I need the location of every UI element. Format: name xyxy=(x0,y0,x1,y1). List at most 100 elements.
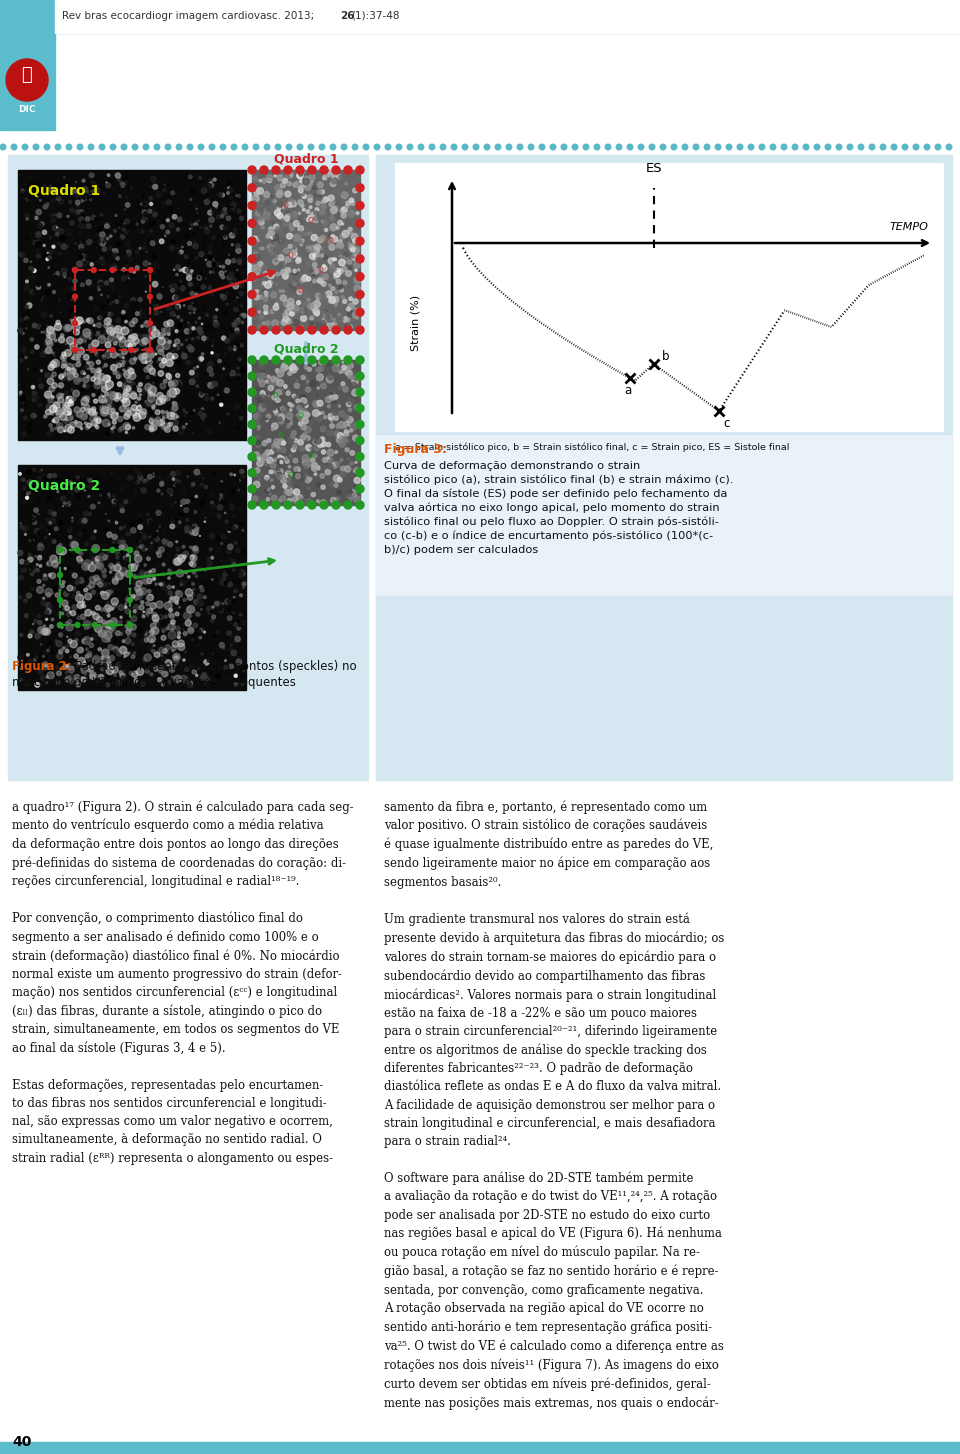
Circle shape xyxy=(276,227,281,233)
Circle shape xyxy=(208,286,211,289)
Circle shape xyxy=(152,650,156,653)
Circle shape xyxy=(329,417,331,420)
Circle shape xyxy=(31,573,34,576)
Circle shape xyxy=(102,648,108,657)
Circle shape xyxy=(81,667,83,670)
Circle shape xyxy=(42,662,48,667)
Circle shape xyxy=(47,378,54,385)
Circle shape xyxy=(202,409,204,410)
Circle shape xyxy=(266,419,268,422)
Circle shape xyxy=(159,334,163,339)
Circle shape xyxy=(242,272,243,273)
Circle shape xyxy=(164,586,169,590)
Circle shape xyxy=(195,566,199,570)
Circle shape xyxy=(163,625,168,631)
Circle shape xyxy=(46,332,50,336)
Circle shape xyxy=(207,246,211,250)
Circle shape xyxy=(29,569,31,570)
Circle shape xyxy=(222,646,225,648)
Circle shape xyxy=(281,441,285,445)
Circle shape xyxy=(176,265,180,269)
Circle shape xyxy=(300,243,302,246)
Circle shape xyxy=(98,647,102,651)
Circle shape xyxy=(291,448,296,452)
Circle shape xyxy=(65,650,69,653)
Circle shape xyxy=(80,605,83,608)
Circle shape xyxy=(142,548,146,551)
Circle shape xyxy=(248,436,256,445)
Circle shape xyxy=(105,505,109,509)
Circle shape xyxy=(267,457,274,464)
Circle shape xyxy=(259,295,263,300)
Circle shape xyxy=(76,494,81,499)
Circle shape xyxy=(29,423,32,425)
Circle shape xyxy=(65,606,70,611)
Circle shape xyxy=(108,404,110,409)
Circle shape xyxy=(45,372,50,378)
Circle shape xyxy=(84,637,91,644)
Text: o: o xyxy=(272,390,278,400)
Circle shape xyxy=(158,295,161,300)
Circle shape xyxy=(147,557,150,560)
Circle shape xyxy=(193,233,195,234)
Text: miocárdio do VE em dois quadros subsequentes: miocárdio do VE em dois quadros subseque… xyxy=(12,676,296,689)
Circle shape xyxy=(326,377,333,382)
Circle shape xyxy=(75,379,81,385)
Circle shape xyxy=(102,643,104,644)
Circle shape xyxy=(178,381,182,387)
Circle shape xyxy=(349,497,352,500)
Circle shape xyxy=(335,451,338,454)
Circle shape xyxy=(280,477,283,480)
Circle shape xyxy=(156,420,163,426)
Circle shape xyxy=(176,374,180,378)
Circle shape xyxy=(138,298,142,301)
Circle shape xyxy=(50,215,53,217)
Text: c: c xyxy=(723,417,730,430)
Circle shape xyxy=(28,423,32,426)
Circle shape xyxy=(271,236,275,238)
Circle shape xyxy=(18,596,22,599)
Circle shape xyxy=(257,426,261,429)
Circle shape xyxy=(264,199,268,204)
Circle shape xyxy=(130,522,134,526)
Circle shape xyxy=(296,257,301,263)
Circle shape xyxy=(153,212,157,217)
Circle shape xyxy=(135,612,137,615)
Circle shape xyxy=(303,438,307,442)
Circle shape xyxy=(239,614,242,616)
Circle shape xyxy=(199,637,202,638)
Circle shape xyxy=(294,221,300,227)
Circle shape xyxy=(70,368,75,374)
Circle shape xyxy=(295,467,300,473)
Circle shape xyxy=(82,403,84,406)
Circle shape xyxy=(163,544,166,545)
Circle shape xyxy=(330,180,336,186)
Circle shape xyxy=(164,570,169,574)
Circle shape xyxy=(98,630,107,637)
Text: o: o xyxy=(282,201,288,209)
Circle shape xyxy=(88,343,94,349)
Circle shape xyxy=(22,432,27,436)
Circle shape xyxy=(77,611,80,614)
Circle shape xyxy=(354,436,359,442)
Circle shape xyxy=(91,368,95,372)
Circle shape xyxy=(37,544,44,550)
Circle shape xyxy=(308,502,316,509)
Circle shape xyxy=(121,364,124,366)
Circle shape xyxy=(209,183,214,188)
Circle shape xyxy=(180,286,185,291)
Bar xyxy=(18,170,246,441)
Circle shape xyxy=(266,174,273,182)
Circle shape xyxy=(239,291,244,295)
Circle shape xyxy=(185,619,191,627)
Circle shape xyxy=(120,647,126,651)
Circle shape xyxy=(35,489,38,493)
Circle shape xyxy=(32,397,36,401)
Circle shape xyxy=(114,675,116,676)
Circle shape xyxy=(293,208,295,211)
Circle shape xyxy=(124,320,126,321)
Circle shape xyxy=(23,599,27,602)
Circle shape xyxy=(73,352,81,359)
Circle shape xyxy=(193,243,198,249)
Circle shape xyxy=(276,474,279,477)
